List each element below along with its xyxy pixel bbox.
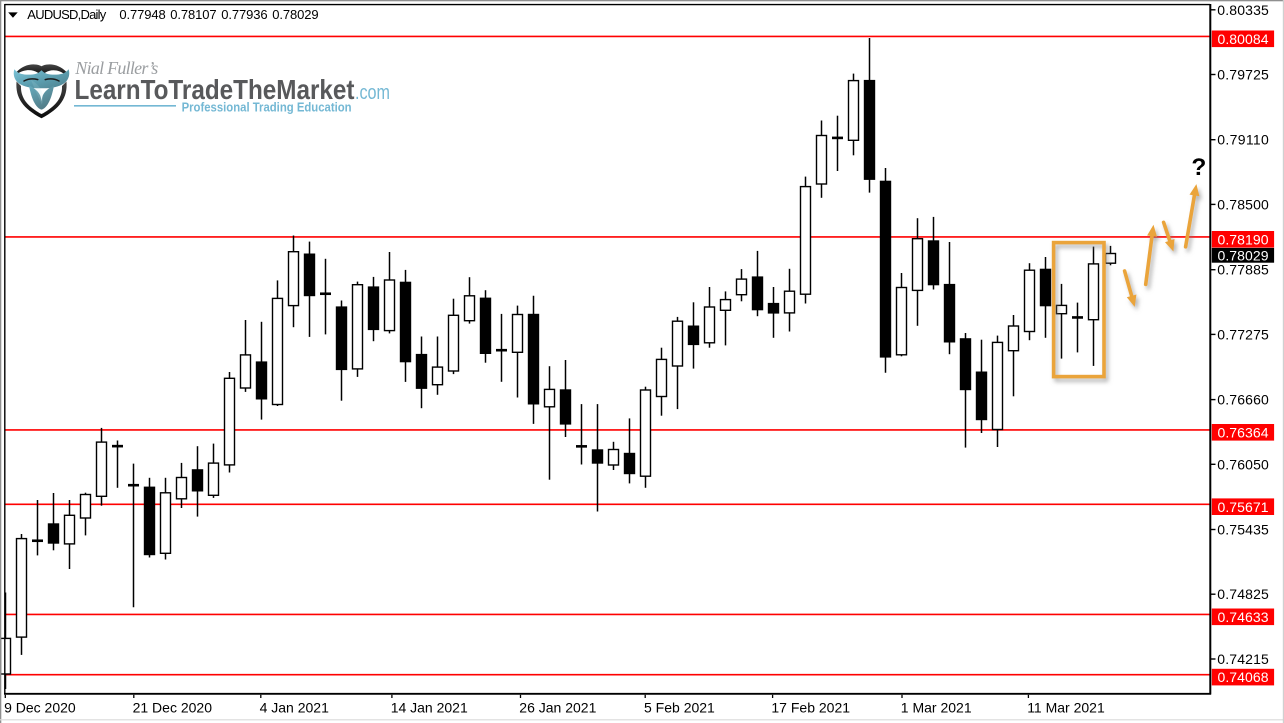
svg-text:0.74633: 0.74633 [1218,609,1269,625]
svg-text:11 Mar 2021: 11 Mar 2021 [1027,700,1105,716]
svg-text:Nial Fuller’s: Nial Fuller’s [74,58,158,78]
svg-text:?: ? [1191,154,1206,181]
svg-text:4 Jan 2021: 4 Jan 2021 [260,700,329,716]
svg-text:0.78029: 0.78029 [272,7,318,22]
svg-text:0.77275: 0.77275 [1217,326,1269,342]
svg-text:5 Feb 2021: 5 Feb 2021 [644,700,715,716]
svg-text:0.79725: 0.79725 [1217,67,1269,83]
svg-text:0.77948: 0.77948 [119,7,165,22]
svg-text:21 Dec 2020: 21 Dec 2020 [133,700,213,716]
svg-text:0.78190: 0.78190 [1218,231,1269,247]
svg-text:0.80335: 0.80335 [1217,2,1269,18]
svg-text:0.77936: 0.77936 [221,7,267,22]
svg-text:.com: .com [355,82,390,104]
svg-text:0.76364: 0.76364 [1218,424,1269,440]
svg-text:0.74825: 0.74825 [1217,586,1269,602]
svg-text:Professional Trading Education: Professional Trading Education [182,100,352,114]
svg-text:17 Feb 2021: 17 Feb 2021 [771,700,850,716]
svg-text:0.74068: 0.74068 [1218,669,1269,685]
svg-text:0.74215: 0.74215 [1217,651,1269,667]
svg-text:0.79110: 0.79110 [1217,132,1269,148]
svg-text:9 Dec 2020: 9 Dec 2020 [4,700,76,716]
svg-text:0.78107: 0.78107 [170,7,216,22]
svg-text:0.80084: 0.80084 [1218,31,1269,47]
svg-text:0.78500: 0.78500 [1217,196,1269,212]
svg-text:0.76660: 0.76660 [1217,392,1269,408]
svg-text:AUDUSD,Daily: AUDUSD,Daily [27,7,107,22]
svg-text:0.77885: 0.77885 [1217,262,1269,278]
svg-text:0.76050: 0.76050 [1217,456,1269,472]
svg-text:0.78029: 0.78029 [1218,247,1269,263]
svg-text:26 Jan 2021: 26 Jan 2021 [519,700,596,716]
svg-text:LearnToTradeTheMarket: LearnToTradeTheMarket [75,74,355,105]
svg-text:1 Mar 2021: 1 Mar 2021 [901,700,972,716]
svg-text:0.75435: 0.75435 [1217,522,1269,538]
svg-text:14 Jan 2021: 14 Jan 2021 [391,700,468,716]
svg-text:0.75671: 0.75671 [1218,499,1269,515]
